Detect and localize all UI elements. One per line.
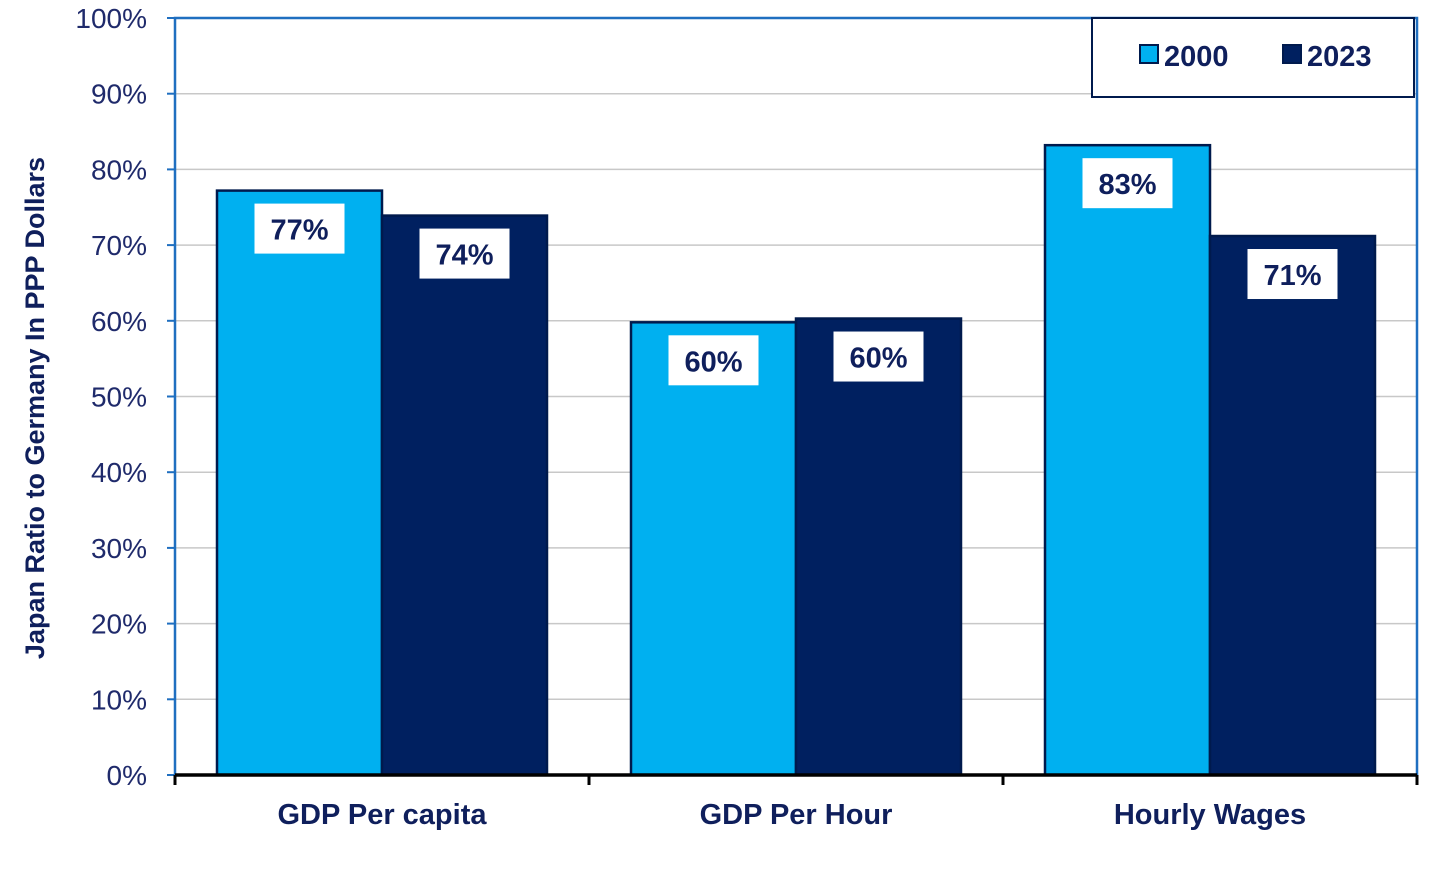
data-label: 77%	[270, 215, 328, 247]
x-category-label: GDP Per Hour	[700, 799, 893, 831]
bar	[380, 214, 549, 777]
legend: 2000 2023	[1091, 17, 1415, 98]
data-label: 74%	[435, 240, 493, 272]
bar-group: 77% 60% 83% 74% 60% 71%	[215, 143, 1377, 777]
y-tick-label: 100%	[75, 3, 147, 34]
y-axis-label: Japan Ratio to Germany In PPP Dollars	[20, 157, 50, 659]
data-label-box	[833, 331, 924, 382]
data-label-box	[419, 228, 510, 279]
y-tick-label: 50%	[91, 382, 147, 413]
y-tick-label: 80%	[91, 154, 147, 185]
legend-swatch	[1282, 44, 1302, 64]
data-label: 83%	[1098, 169, 1156, 201]
x-category-label: GDP Per capita	[277, 799, 487, 831]
y-tick-label: 90%	[91, 79, 147, 110]
y-axis-tick-labels: 0% 10% 20% 30% 40% 50% 60% 70% 80% 90% 100%	[75, 3, 175, 791]
data-label-box	[1082, 158, 1173, 209]
bar	[1043, 143, 1212, 777]
y-tick-label: 10%	[91, 684, 147, 715]
data-label-box	[668, 335, 759, 386]
y-tick-label: 70%	[91, 230, 147, 261]
data-label: 71%	[1263, 260, 1321, 292]
y-tick-label: 20%	[91, 609, 147, 640]
data-label-box	[254, 203, 345, 254]
bar	[1208, 234, 1377, 777]
bar	[215, 189, 384, 777]
legend-label: 2000	[1164, 41, 1229, 73]
y-tick-label: 0%	[107, 760, 147, 791]
data-label: 60%	[849, 343, 907, 375]
bar	[629, 321, 798, 777]
legend-label: 2023	[1307, 41, 1372, 73]
y-tick-label: 40%	[91, 457, 147, 488]
legend-swatch	[1139, 44, 1159, 64]
y-tick-label: 60%	[91, 306, 147, 337]
bar	[794, 317, 963, 777]
x-axis: GDP Per capita GDP Per Hour Hourly Wages	[173, 773, 1419, 831]
y-tick-label: 30%	[91, 533, 147, 564]
x-category-label: Hourly Wages	[1114, 799, 1306, 831]
data-label-box	[1247, 249, 1338, 300]
data-label: 60%	[684, 346, 742, 378]
